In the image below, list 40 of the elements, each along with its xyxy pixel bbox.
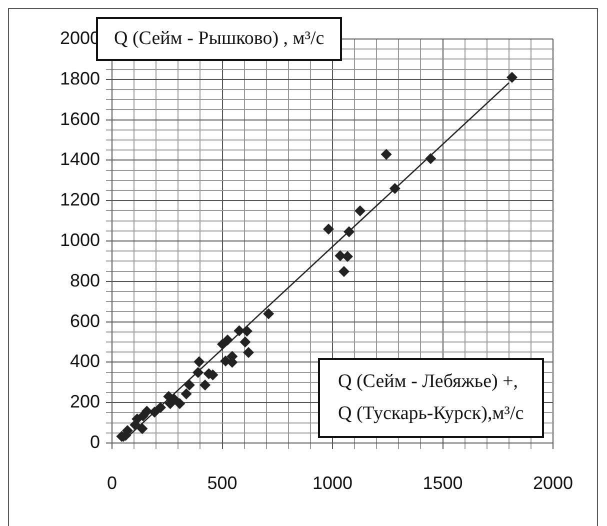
point bbox=[338, 266, 350, 277]
point bbox=[192, 367, 204, 378]
y-tick-label: 400 bbox=[70, 351, 100, 372]
point bbox=[184, 380, 195, 391]
point bbox=[136, 423, 148, 434]
x-tick-label: 1000 bbox=[312, 472, 353, 493]
y-tick-label: 1400 bbox=[60, 149, 100, 170]
point bbox=[180, 388, 192, 400]
point bbox=[425, 153, 436, 164]
y-tick-label: 800 bbox=[70, 270, 100, 290]
y-tick-label: 200 bbox=[70, 392, 100, 412]
point bbox=[354, 205, 366, 216]
y-tick-label: 1000 bbox=[60, 230, 100, 250]
x-tick-label: 2000 bbox=[532, 472, 574, 493]
y-tick-label: 1600 bbox=[60, 108, 100, 129]
point bbox=[241, 326, 252, 337]
point bbox=[334, 250, 346, 262]
point bbox=[344, 226, 355, 238]
point bbox=[380, 148, 392, 160]
y-tick-label: 0 bbox=[90, 432, 100, 452]
y-tick-label: 1800 bbox=[60, 68, 100, 88]
y-tick-label: 1200 bbox=[60, 190, 100, 210]
y-axis-title: Q (Сейм - Рышково) , м³/с bbox=[114, 28, 324, 49]
x-tick-label: 500 bbox=[207, 472, 238, 493]
x-axis-title: Q (Сейм - Лебяжье) +, Q (Тускарь-Курск),м³/с bbox=[318, 358, 544, 438]
point bbox=[155, 402, 166, 413]
y-tick-label: 600 bbox=[70, 310, 100, 331]
point bbox=[200, 380, 211, 391]
point bbox=[242, 347, 254, 358]
point bbox=[132, 413, 143, 424]
point bbox=[222, 334, 234, 346]
point bbox=[174, 398, 186, 410]
point bbox=[263, 308, 274, 320]
point bbox=[240, 336, 251, 348]
x-tick-label: 0 bbox=[106, 472, 118, 493]
point bbox=[323, 224, 334, 235]
point bbox=[194, 356, 205, 368]
point bbox=[506, 72, 518, 83]
x-tick-label: 1500 bbox=[422, 472, 463, 493]
point bbox=[389, 182, 400, 194]
